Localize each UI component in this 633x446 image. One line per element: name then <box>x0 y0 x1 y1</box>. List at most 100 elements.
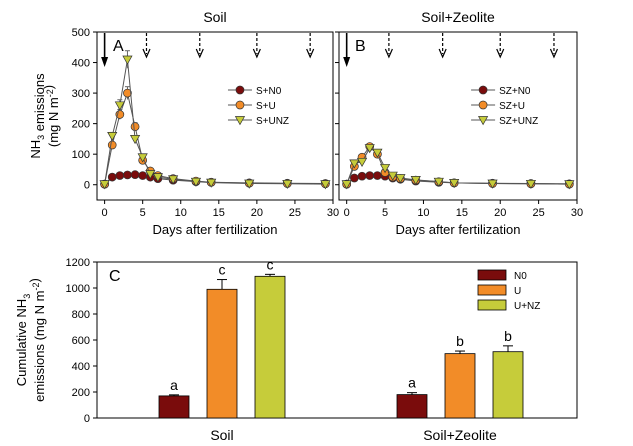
data-point <box>433 177 444 187</box>
data-point <box>99 180 110 190</box>
data-point <box>564 180 575 190</box>
y-axis-label-units: emissions (mg N m-2) <box>27 278 47 402</box>
y-tick-label: 800 <box>72 309 90 321</box>
series-S+UNZ <box>99 50 331 190</box>
data-point <box>152 173 164 183</box>
fertilization-arrow <box>252 33 261 59</box>
data-point <box>372 148 383 158</box>
data-point <box>107 132 118 142</box>
y-tick-label: 1200 <box>66 257 90 269</box>
x-tick-label: 25 <box>532 207 544 219</box>
arrow-head <box>384 48 393 59</box>
data-point <box>107 172 117 182</box>
panel-label: C <box>109 268 121 285</box>
data-point <box>395 174 406 184</box>
bar-U+NZ <box>254 275 286 419</box>
x-axis-label: Days after fertilization <box>153 222 278 237</box>
data-point <box>206 178 217 188</box>
x-tick-label: 0 <box>344 207 350 219</box>
plot-frame <box>338 31 578 201</box>
y-tick-label: 400 <box>72 361 90 373</box>
panel-title: Soil <box>203 9 226 25</box>
data-point <box>129 135 141 145</box>
significance-letter: b <box>504 328 512 344</box>
y-tick-label: 400 <box>72 58 90 70</box>
significance-letter: a <box>408 375 416 391</box>
fertilization-arrow <box>549 33 559 59</box>
y-axis-label-units: (mg N m-2) <box>41 85 61 147</box>
x-tick-label: 10 <box>175 207 187 219</box>
legend-swatch <box>477 269 507 281</box>
data-point <box>122 55 133 65</box>
data-point <box>373 171 382 180</box>
legend-marker <box>477 116 489 126</box>
arrow-head <box>343 57 351 67</box>
bar-U <box>206 288 238 419</box>
legend-marker <box>235 100 245 110</box>
data-point <box>107 140 117 150</box>
x-tick-label: 10 <box>417 207 429 219</box>
y-tick-label: 500 <box>72 27 90 39</box>
data-point <box>130 170 140 179</box>
panel-label: B <box>355 38 366 55</box>
legend-label: S+N0 <box>256 86 282 97</box>
panel-title: Soil+Zeolite <box>421 9 495 25</box>
fertilization-arrow <box>438 33 447 59</box>
bar-U <box>444 353 476 419</box>
significance-letter: a <box>170 377 178 393</box>
x-tick-label: 30 <box>327 207 339 219</box>
arrow-head <box>142 48 151 59</box>
series-SZ+UNZ <box>341 144 575 190</box>
significance-letter: c <box>267 256 274 272</box>
arrow-head <box>306 48 315 59</box>
panel-b-line-chart: 0 5 10 15 20 25 30 Soil+Zeolite Days after ferti… <box>335 9 583 237</box>
data-point <box>282 179 293 190</box>
category-label: Soil <box>210 427 233 443</box>
y-tick-label: 200 <box>72 387 90 399</box>
data-point <box>487 179 498 189</box>
data-point <box>137 153 148 163</box>
data-point <box>320 180 331 190</box>
plot-frame <box>96 31 334 201</box>
fertilization-arrow <box>101 33 109 67</box>
y-tick-label: 600 <box>72 335 90 347</box>
data-point <box>365 171 375 180</box>
data-point <box>525 179 537 190</box>
data-point <box>123 88 132 98</box>
bar-N0 <box>158 395 190 419</box>
x-tick-label: 0 <box>102 207 108 219</box>
data-point <box>364 144 375 154</box>
legend-label: N0 <box>514 271 527 282</box>
y-axis-label: Cumulative NH3 <box>14 294 32 386</box>
data-point <box>244 179 255 189</box>
y-tick-label: 100 <box>72 149 90 161</box>
x-tick-label: 5 <box>382 207 388 219</box>
arrow-head <box>195 48 204 59</box>
bar-N0 <box>396 394 428 419</box>
data-point <box>168 175 179 185</box>
y-axis-label: NH3 emissions <box>28 73 47 159</box>
data-point <box>349 159 360 169</box>
fertilization-arrow <box>142 33 151 59</box>
legend-marker <box>234 116 246 126</box>
legend-label: S+U <box>256 101 276 112</box>
data-point <box>145 170 156 180</box>
data-point <box>356 157 368 168</box>
legend-marker <box>235 85 245 95</box>
category-label: Soil+Zeolite <box>423 427 497 443</box>
arrow-head <box>438 48 447 59</box>
arrow-head <box>252 48 261 59</box>
fertilization-arrow <box>384 33 393 59</box>
legend-label: SZ+UNZ <box>499 116 538 127</box>
bar-U+NZ <box>492 351 524 419</box>
data-point <box>130 122 140 132</box>
legend-label: U <box>514 286 521 297</box>
x-axis-label: Days after fertilization <box>396 222 521 237</box>
data-point <box>387 171 398 181</box>
y-tick-label: 200 <box>72 119 90 131</box>
panel-label: A <box>113 38 124 55</box>
x-tick-label: 30 <box>571 207 583 219</box>
data-point <box>410 175 421 186</box>
